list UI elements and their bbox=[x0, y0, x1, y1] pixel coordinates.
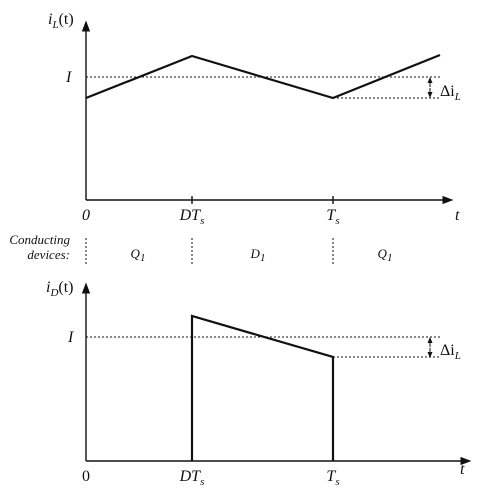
text-part: DT bbox=[179, 207, 202, 224]
text-part: s bbox=[335, 476, 339, 488]
text-part: L bbox=[454, 350, 461, 362]
text-part: 1 bbox=[260, 252, 266, 264]
text-part: 0 bbox=[82, 468, 90, 485]
level-label: I bbox=[65, 69, 72, 86]
diode-current bbox=[190, 314, 335, 461]
text-part: 1 bbox=[387, 252, 393, 264]
top-plot: iL(t) I ΔiL 0 DTs Ts t bbox=[48, 11, 461, 227]
ripple-label: ΔiL bbox=[440, 342, 461, 362]
text-part: D bbox=[250, 246, 261, 261]
device: Q1 bbox=[378, 246, 393, 264]
x-axis-label: t bbox=[460, 461, 465, 478]
x-label: Ts bbox=[326, 468, 339, 488]
text-part: Δi bbox=[440, 342, 455, 359]
text-part: L bbox=[454, 91, 461, 103]
text-part: T bbox=[326, 207, 336, 224]
text-part: s bbox=[200, 215, 204, 227]
device: D1 bbox=[250, 246, 266, 264]
device: Q1 bbox=[131, 246, 146, 264]
x-label: 0 bbox=[82, 207, 90, 224]
text-part: Q bbox=[131, 246, 141, 261]
x-label: 0 bbox=[82, 468, 90, 485]
text-part: (t) bbox=[59, 11, 74, 28]
text-part: 1 bbox=[140, 252, 146, 264]
text-part: s bbox=[200, 476, 204, 488]
ripple-label: ΔiL bbox=[440, 83, 461, 103]
text-part: DT bbox=[179, 468, 202, 485]
level-label: I bbox=[67, 329, 74, 346]
text-part: 0 bbox=[82, 207, 90, 224]
text-part: Δi bbox=[440, 83, 455, 100]
x-axis-label: t bbox=[455, 207, 460, 224]
inductor-current bbox=[85, 53, 441, 100]
text-part: i bbox=[48, 11, 52, 28]
bottom-plot: iD(t) I ΔiL 0 DTs Ts t bbox=[46, 279, 472, 488]
y-label: iL(t) bbox=[48, 11, 74, 31]
text-part: s bbox=[335, 215, 339, 227]
text-part: L bbox=[51, 19, 58, 31]
conducting-label: Conducting bbox=[9, 232, 70, 247]
text-part: D bbox=[49, 287, 58, 299]
text-part: i bbox=[46, 279, 50, 296]
conducting-devices: Conducting devices: Q1 D1 Q1 bbox=[9, 232, 392, 266]
x-label: DTs bbox=[179, 468, 205, 488]
text-part: T bbox=[326, 468, 336, 485]
text-part: Q bbox=[378, 246, 388, 261]
x-label: Ts bbox=[326, 207, 339, 227]
text-part: (t) bbox=[58, 279, 73, 296]
conducting-label: devices: bbox=[27, 247, 70, 262]
y-label: iD(t) bbox=[46, 279, 74, 299]
x-label: DTs bbox=[179, 207, 205, 227]
